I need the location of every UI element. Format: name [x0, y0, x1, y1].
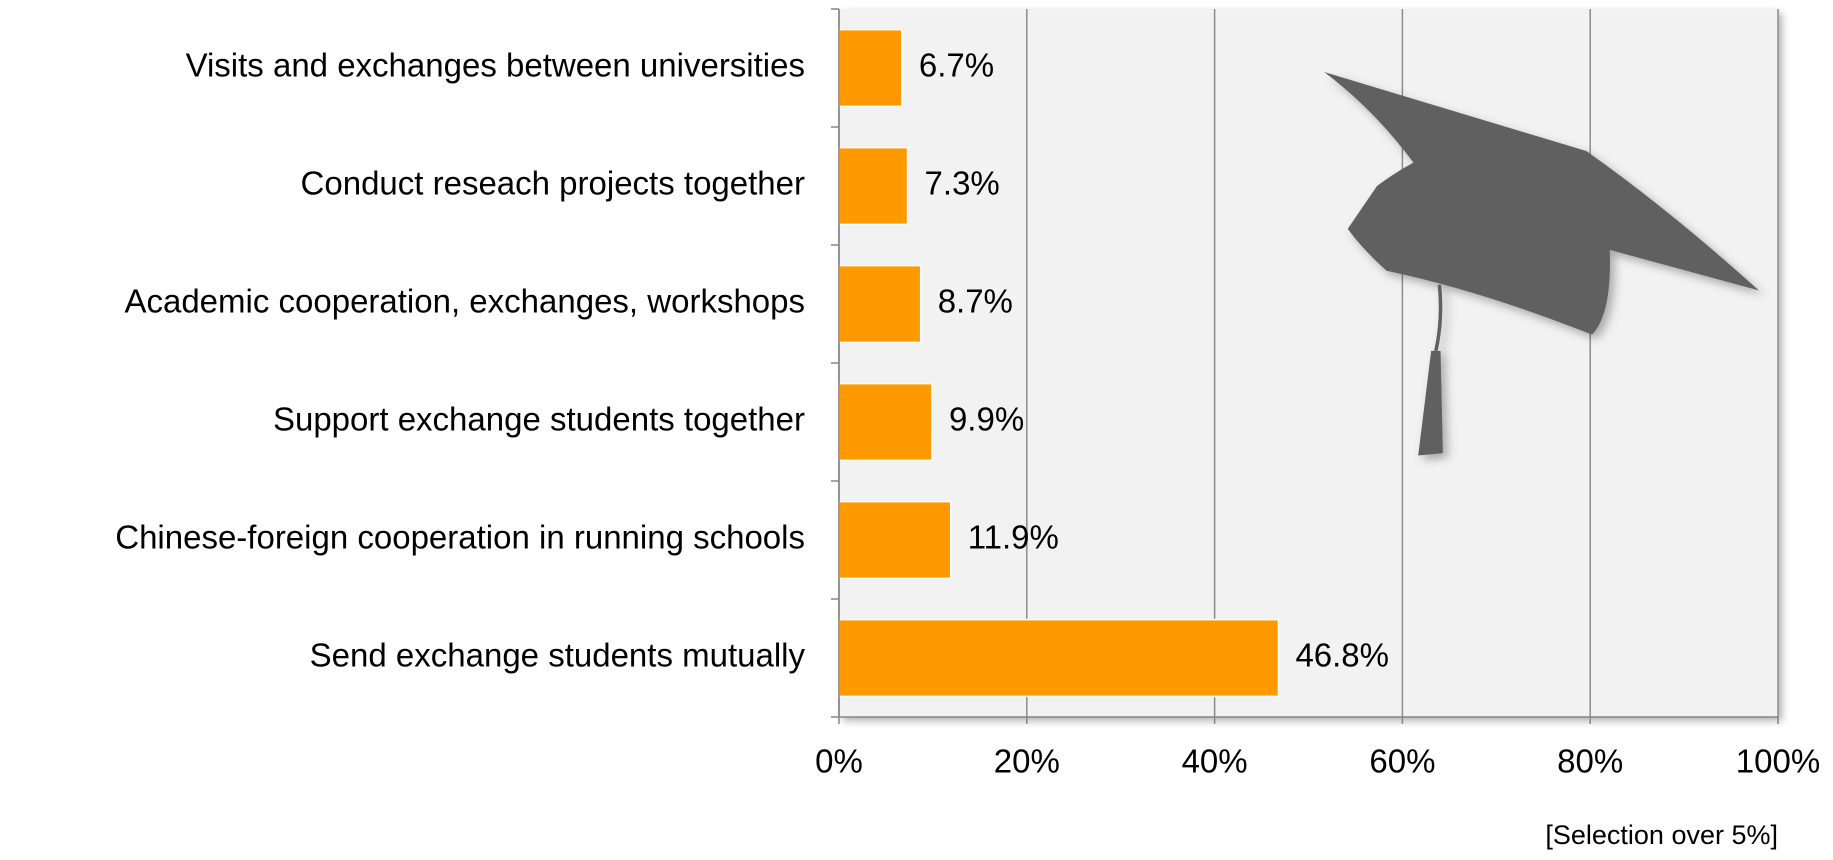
bar: [838, 382, 933, 462]
bar: [838, 264, 922, 344]
y-tick-label: Chinese-foreign cooperation in running s…: [115, 519, 805, 556]
x-tick-label: 0%: [815, 743, 863, 780]
data-label: 46.8%: [1295, 637, 1389, 674]
graduation-cap: [1324, 72, 1759, 456]
note: [Selection over 5%]: [1545, 820, 1778, 850]
x-tick-label: 40%: [1182, 743, 1248, 780]
x-tick-label: 80%: [1557, 743, 1623, 780]
data-label: 8.7%: [938, 283, 1013, 320]
y-tick-label: Academic cooperation, exchanges, worksho…: [124, 283, 805, 320]
x-tick-label: 100%: [1736, 743, 1820, 780]
data-label: 11.9%: [968, 519, 1059, 556]
y-tick-label: Send exchange students mutually: [310, 637, 806, 674]
plot-area: [839, 9, 1778, 717]
bar: [838, 500, 952, 580]
bar: [838, 28, 903, 108]
y-tick-label: Support exchange students together: [273, 401, 805, 438]
x-tick-label: 20%: [994, 743, 1060, 780]
bar: [838, 618, 1280, 698]
data-label: 6.7%: [919, 47, 994, 84]
x-tick-label: 60%: [1369, 743, 1435, 780]
data-label: 7.3%: [925, 165, 1000, 202]
y-tick-label: Conduct reseach projects together: [301, 165, 805, 202]
y-tick-label: Visits and exchanges between universitie…: [186, 47, 805, 84]
data-label: 9.9%: [949, 401, 1024, 438]
bar: [838, 146, 909, 226]
